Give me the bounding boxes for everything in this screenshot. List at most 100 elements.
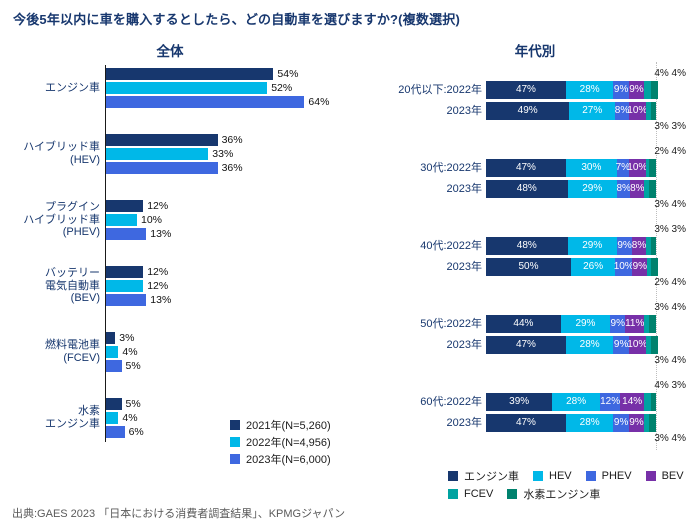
bar-segment (645, 237, 651, 255)
page-title: 今後5年以内に車を購入するとしたら、どの自動車を選びますか?(複数選択) (13, 12, 461, 27)
category-label: 燃料電池車 (FCEV) (45, 339, 100, 364)
segment-value-label: 12% (600, 396, 621, 407)
stacked-bar: 48% 29% 9% 8% (486, 237, 656, 255)
segment-value-label: 10% (627, 339, 648, 350)
legend-item: FCEV (448, 488, 493, 500)
legend-swatch (448, 471, 458, 481)
segment-value-label: 49% (517, 105, 538, 116)
segment-value-label: 29% (575, 318, 596, 329)
bar-segment (650, 336, 658, 354)
segment-value-label: 9% (613, 84, 629, 95)
segment-value-label: 8% (614, 105, 630, 116)
bar-segment: 9% (613, 81, 629, 99)
category-label: ハイブリッド車 (HEV) (23, 141, 100, 166)
segment-value-label: 11% (625, 318, 645, 329)
stacked-bar: 47% 30% 7% 10% (486, 159, 656, 177)
bar-segment: 7% (616, 159, 630, 177)
legend-item: 2023年(N=6,000) (230, 450, 331, 467)
row-label: 2023年 (446, 105, 482, 117)
stacked-bar: 48% 29% 8% 8% (486, 180, 656, 198)
legend-swatch (645, 471, 656, 481)
bar-segment (649, 414, 656, 432)
bar-segment: 39% (486, 393, 553, 411)
category-label: 水素 エンジン車 (45, 405, 100, 430)
small-segment-labels: 3% 4% (654, 302, 686, 313)
overall-panel-title: 全体 (156, 44, 184, 59)
segment-value-label: 44% (513, 318, 534, 329)
row-label: 60代:2022年 (420, 396, 482, 408)
bar-segment: 28% (565, 336, 614, 354)
bar-value-label: 12% (147, 266, 169, 278)
row-label: 2023年 (446, 417, 482, 429)
small-segment-labels: 3% 4% (654, 199, 686, 210)
segment-value-label: 47% (515, 162, 536, 173)
bar-value-label: 64% (308, 96, 330, 108)
bar-segment (644, 393, 651, 411)
bar-segment: 29% (567, 180, 617, 198)
bar-segment: 14% (620, 393, 645, 411)
bar (106, 134, 218, 146)
bar-segment (644, 180, 650, 198)
row-label: 2023年 (446, 339, 482, 351)
bar-segment: 48% (486, 237, 568, 255)
bar-value-label: 13% (150, 228, 172, 240)
bar (106, 346, 119, 358)
bar-segment: 44% (486, 315, 561, 333)
bar-segment (650, 237, 656, 255)
segment-value-label: 47% (515, 417, 536, 428)
segment-value-label: 9% (613, 417, 629, 428)
bar-segment: 26% (571, 258, 616, 276)
segment-value-label: 9% (613, 339, 629, 350)
bar-segment: 47% (486, 159, 566, 177)
segment-value-label: 8% (630, 183, 645, 194)
bar-segment (645, 159, 650, 177)
bar-segment (645, 102, 651, 120)
small-segment-labels: 3% 4% (654, 433, 686, 444)
legend-swatch (230, 436, 240, 447)
bar-segment: 29% (560, 315, 611, 333)
stacked-bar: 44% 29% 9% 11% (486, 315, 656, 333)
bar-segment: 12% (599, 393, 621, 411)
bar (106, 332, 116, 344)
segment-value-label: 29% (582, 183, 603, 194)
stacked-bar: 47% 28% 9% 9% (486, 414, 656, 432)
legend-label: 2023年(N=6,000) (246, 453, 331, 466)
bar-value-label: 36% (221, 134, 243, 146)
legend-item: 水素エンジン車 (507, 486, 600, 502)
bar (106, 426, 125, 438)
row-label: 50代:2022年 (420, 318, 482, 330)
overall-bar-chart: エンジン車 54% 52% 64% ハイブリッド車 (HEV) 36% 33% 36% プラグイ… (14, 65, 350, 460)
bar-value-label: 33% (212, 148, 234, 160)
bar (106, 360, 122, 372)
segment-value-label: 47% (515, 84, 536, 95)
bar-segment: 30% (565, 159, 617, 177)
legend-item: エンジン車 (448, 468, 519, 484)
category-label: エンジン車 (45, 81, 100, 94)
category-label: バッテリー 電気自動車 (BEV) (45, 266, 100, 305)
bar-segment (650, 393, 656, 411)
small-segment-labels: 4% 3% (654, 380, 686, 391)
bar-value-label: 5% (125, 398, 141, 410)
bar (106, 266, 144, 278)
legend-item: 2021年(N=5,260) (230, 416, 331, 433)
row-label: 2023年 (446, 183, 482, 195)
bar (106, 280, 144, 292)
bar-value-label: 12% (147, 200, 169, 212)
bar-segment: 28% (565, 81, 614, 99)
bar-segment (649, 315, 656, 333)
bar (106, 228, 147, 240)
bar-segment: 9% (628, 81, 645, 99)
age-panel-title: 年代別 (514, 44, 556, 59)
segment-value-label: 28% (579, 417, 600, 428)
legend-swatch (585, 471, 596, 481)
row-label: 40代:2022年 (420, 240, 482, 252)
bar-segment: 9% (632, 258, 648, 276)
segment-value-label: 9% (629, 84, 644, 95)
legend-label: 2021年(N=5,260) (246, 419, 331, 432)
bar-segment (650, 258, 658, 276)
legend-swatch (230, 453, 240, 464)
segment-value-label: 9% (610, 318, 625, 329)
bar-segment: 48% (486, 180, 568, 198)
segment-value-label: 30% (581, 162, 602, 173)
